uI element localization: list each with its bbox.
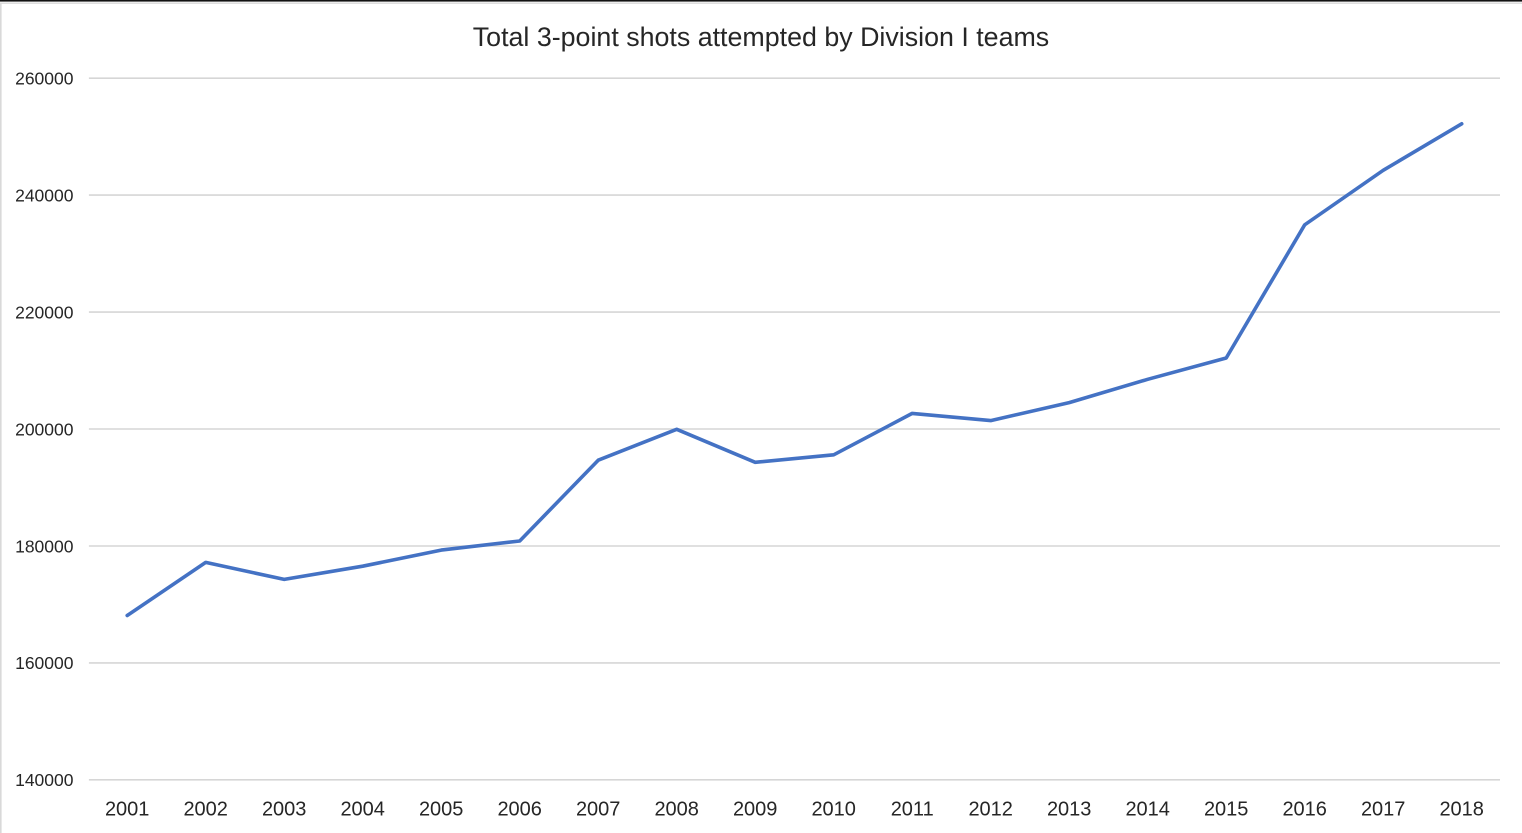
svg-text:260000: 260000 (15, 69, 74, 89)
svg-text:2015: 2015 (1204, 799, 1249, 821)
svg-text:2002: 2002 (183, 799, 228, 821)
svg-text:240000: 240000 (15, 185, 74, 205)
svg-text:2017: 2017 (1361, 799, 1406, 821)
svg-text:220000: 220000 (15, 302, 74, 322)
svg-text:200000: 200000 (15, 419, 74, 439)
svg-text:Total 3-point shots attempted: Total 3-point shots attempted by Divisio… (473, 22, 1049, 52)
svg-text:2014: 2014 (1125, 799, 1170, 821)
svg-text:2011: 2011 (891, 799, 934, 821)
svg-text:2001: 2001 (105, 799, 150, 821)
svg-text:2003: 2003 (262, 799, 307, 821)
svg-text:2005: 2005 (419, 799, 464, 821)
svg-text:2008: 2008 (654, 799, 699, 821)
svg-text:2010: 2010 (811, 799, 856, 821)
svg-text:2006: 2006 (497, 799, 542, 821)
svg-text:2018: 2018 (1439, 799, 1484, 821)
svg-text:2007: 2007 (576, 799, 621, 821)
svg-text:2009: 2009 (733, 799, 778, 821)
svg-text:160000: 160000 (15, 653, 74, 673)
svg-text:180000: 180000 (15, 536, 74, 556)
svg-text:2004: 2004 (340, 799, 385, 821)
svg-text:2016: 2016 (1282, 799, 1327, 821)
svg-text:2012: 2012 (968, 799, 1013, 821)
svg-text:140000: 140000 (15, 770, 74, 790)
svg-text:2013: 2013 (1047, 799, 1092, 821)
